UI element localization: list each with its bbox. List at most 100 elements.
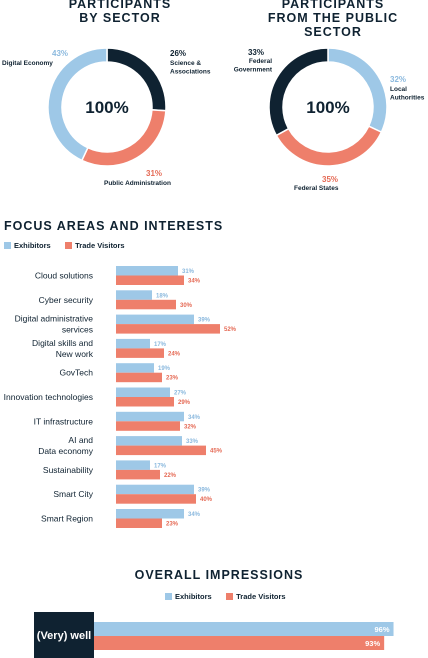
focus-bar-exhibitors-5 [116, 387, 170, 397]
overall-impressions-title: OVERALL IMPRESSIONS [134, 568, 304, 582]
focus-areas-title: FOCUS AREAS AND INTERESTS [4, 219, 224, 233]
focus-category-label-0: Cloud solutions [35, 271, 93, 281]
focus-value-trade-visitors-9: 40% [200, 497, 213, 503]
focus-category-label-4: GovTech [59, 368, 93, 378]
overall-legend-exhibitors: Exhibitors [165, 592, 212, 601]
overall-legend-trade-visitors: Trade Visitors [226, 592, 286, 601]
sector-label-0: Science & Associations [170, 60, 211, 76]
focus-bar-trade-visitors-3 [116, 348, 164, 358]
focus-category-label-2: Digital administrative services [15, 314, 94, 335]
focus-category-label-3: Digital skills and New work [32, 338, 94, 359]
focus-category-label-10: Smart Region [41, 514, 93, 524]
focus-value-exhibitors-2: 39% [198, 318, 211, 324]
overall-label-exhibitors: Exhibitors [175, 592, 212, 601]
focus-areas-bar-chart: Cloud solutions 31% 34% Cyber security 18% 30… [4, 266, 237, 528]
public-label-2: Federal Government [234, 58, 273, 74]
focus-legend: Exhibitors Trade Visitors [4, 236, 135, 254]
focus-value-trade-visitors-4: 23% [166, 376, 179, 382]
overall-impressions-bar-chart: (Very) well 96% 93% [34, 612, 394, 658]
focus-bar-trade-visitors-2 [116, 324, 220, 334]
sector-chart-title: PARTICIPANTS BY SECTOR [68, 0, 172, 25]
overall-category-box [34, 612, 94, 658]
focus-category-label-9: Smart City [53, 489, 93, 499]
public-slice-1 [275, 125, 383, 167]
legend-exhibitors: Exhibitors [4, 241, 51, 250]
focus-value-exhibitors-7: 33% [186, 439, 199, 445]
focus-bar-trade-visitors-9 [116, 494, 196, 504]
focus-bar-exhibitors-0 [116, 266, 178, 276]
overall-bar-exhibitors [94, 622, 394, 636]
focus-bar-trade-visitors-8 [116, 469, 160, 480]
overall-bar-trade-visitors [94, 636, 385, 650]
focus-bar-trade-visitors-0 [116, 275, 184, 285]
focus-value-exhibitors-8: 17% [154, 463, 167, 469]
focus-bar-trade-visitors-6 [116, 421, 180, 431]
overall-value-exhibitors: 96% [375, 625, 390, 634]
sector-label-1: Public Administration [104, 180, 171, 187]
focus-bar-exhibitors-9 [116, 484, 194, 495]
public-label-1: Federal States [294, 185, 339, 192]
focus-value-trade-visitors-8: 22% [164, 473, 177, 479]
sector-pct-0: 26% [170, 49, 186, 58]
focus-value-trade-visitors-7: 45% [210, 449, 223, 455]
focus-category-label-7: AI and Data economy [38, 435, 94, 456]
overall-label-trade-visitors: Trade Visitors [236, 592, 286, 601]
focus-value-exhibitors-9: 39% [198, 488, 211, 494]
focus-bar-trade-visitors-5 [116, 397, 174, 407]
sector-pct-2: 43% [52, 49, 68, 58]
focus-value-exhibitors-3: 17% [154, 342, 167, 348]
focus-value-exhibitors-1: 18% [156, 293, 169, 299]
focus-category-label-1: Cyber security [39, 295, 94, 305]
focus-value-trade-visitors-1: 30% [180, 303, 193, 309]
focus-bar-exhibitors-3 [116, 338, 150, 349]
legend-swatch-trade-visitors [65, 242, 73, 249]
focus-value-trade-visitors-5: 29% [178, 400, 191, 406]
public-label-0: Local Authorities [390, 86, 425, 102]
focus-category-label-5: Innovation technologies [4, 392, 93, 402]
focus-bar-exhibitors-1 [116, 290, 152, 300]
overall-swatch-exhibitors [165, 593, 172, 600]
legend-trade-visitors: Trade Visitors [65, 241, 125, 250]
focus-bar-exhibitors-2 [116, 314, 194, 325]
focus-bar-exhibitors-4 [116, 363, 154, 373]
focus-value-trade-visitors-3: 24% [168, 351, 181, 357]
focus-value-exhibitors-5: 27% [174, 391, 187, 397]
focus-bar-trade-visitors-1 [116, 299, 176, 310]
focus-value-exhibitors-10: 34% [188, 512, 201, 518]
focus-value-exhibitors-4: 19% [158, 366, 171, 372]
legend-swatch-exhibitors [4, 242, 11, 249]
public-sector-chart-title: PARTICIPANTS FROM THE PUBLIC SECTOR [267, 0, 399, 39]
public-slice-2 [268, 47, 329, 137]
sector-slice-2 [47, 47, 108, 162]
focus-value-exhibitors-0: 31% [182, 269, 195, 275]
focus-category-label-8: Sustainability [43, 465, 94, 475]
public-pct-0: 32% [390, 75, 406, 84]
focus-bar-exhibitors-7 [116, 436, 182, 446]
sector-label-2: Digital Economy [2, 60, 53, 67]
focus-value-trade-visitors-2: 52% [224, 327, 237, 333]
focus-category-label-6: IT infrastructure [34, 416, 94, 426]
public-sector-donut-chart: 100% 32% Local Authorities 35%Federal States… [234, 47, 425, 192]
focus-bar-trade-visitors-10 [116, 518, 162, 528]
focus-bar-exhibitors-10 [116, 509, 184, 519]
overall-category-label: (Very) well [37, 630, 91, 642]
focus-value-trade-visitors-10: 23% [166, 522, 179, 528]
overall-legend: Exhibitors Trade Visitors [165, 587, 296, 605]
sector-donut-chart: 100% 26% Science & Associations 31% Public Ad… [2, 47, 211, 187]
sector-pct-1: 31% [146, 169, 162, 178]
focus-value-trade-visitors-0: 34% [188, 279, 201, 285]
overall-value-trade-visitors: 93% [365, 639, 380, 648]
sector-center-label: 100% [85, 98, 128, 117]
legend-label-exhibitors: Exhibitors [14, 241, 51, 250]
public-center-label: 100% [306, 98, 349, 117]
public-pct-2: 33% [248, 48, 264, 57]
overall-swatch-trade-visitors [226, 593, 234, 600]
focus-bar-trade-visitors-7 [116, 445, 206, 456]
focus-bar-exhibitors-6 [116, 411, 184, 422]
sector-slice-1 [80, 109, 167, 167]
focus-bar-trade-visitors-4 [116, 372, 162, 383]
public-slice-0 [327, 47, 388, 134]
public-pct-1: 35% [322, 175, 338, 184]
focus-value-trade-visitors-6: 32% [184, 424, 197, 430]
focus-bar-exhibitors-8 [116, 460, 150, 470]
